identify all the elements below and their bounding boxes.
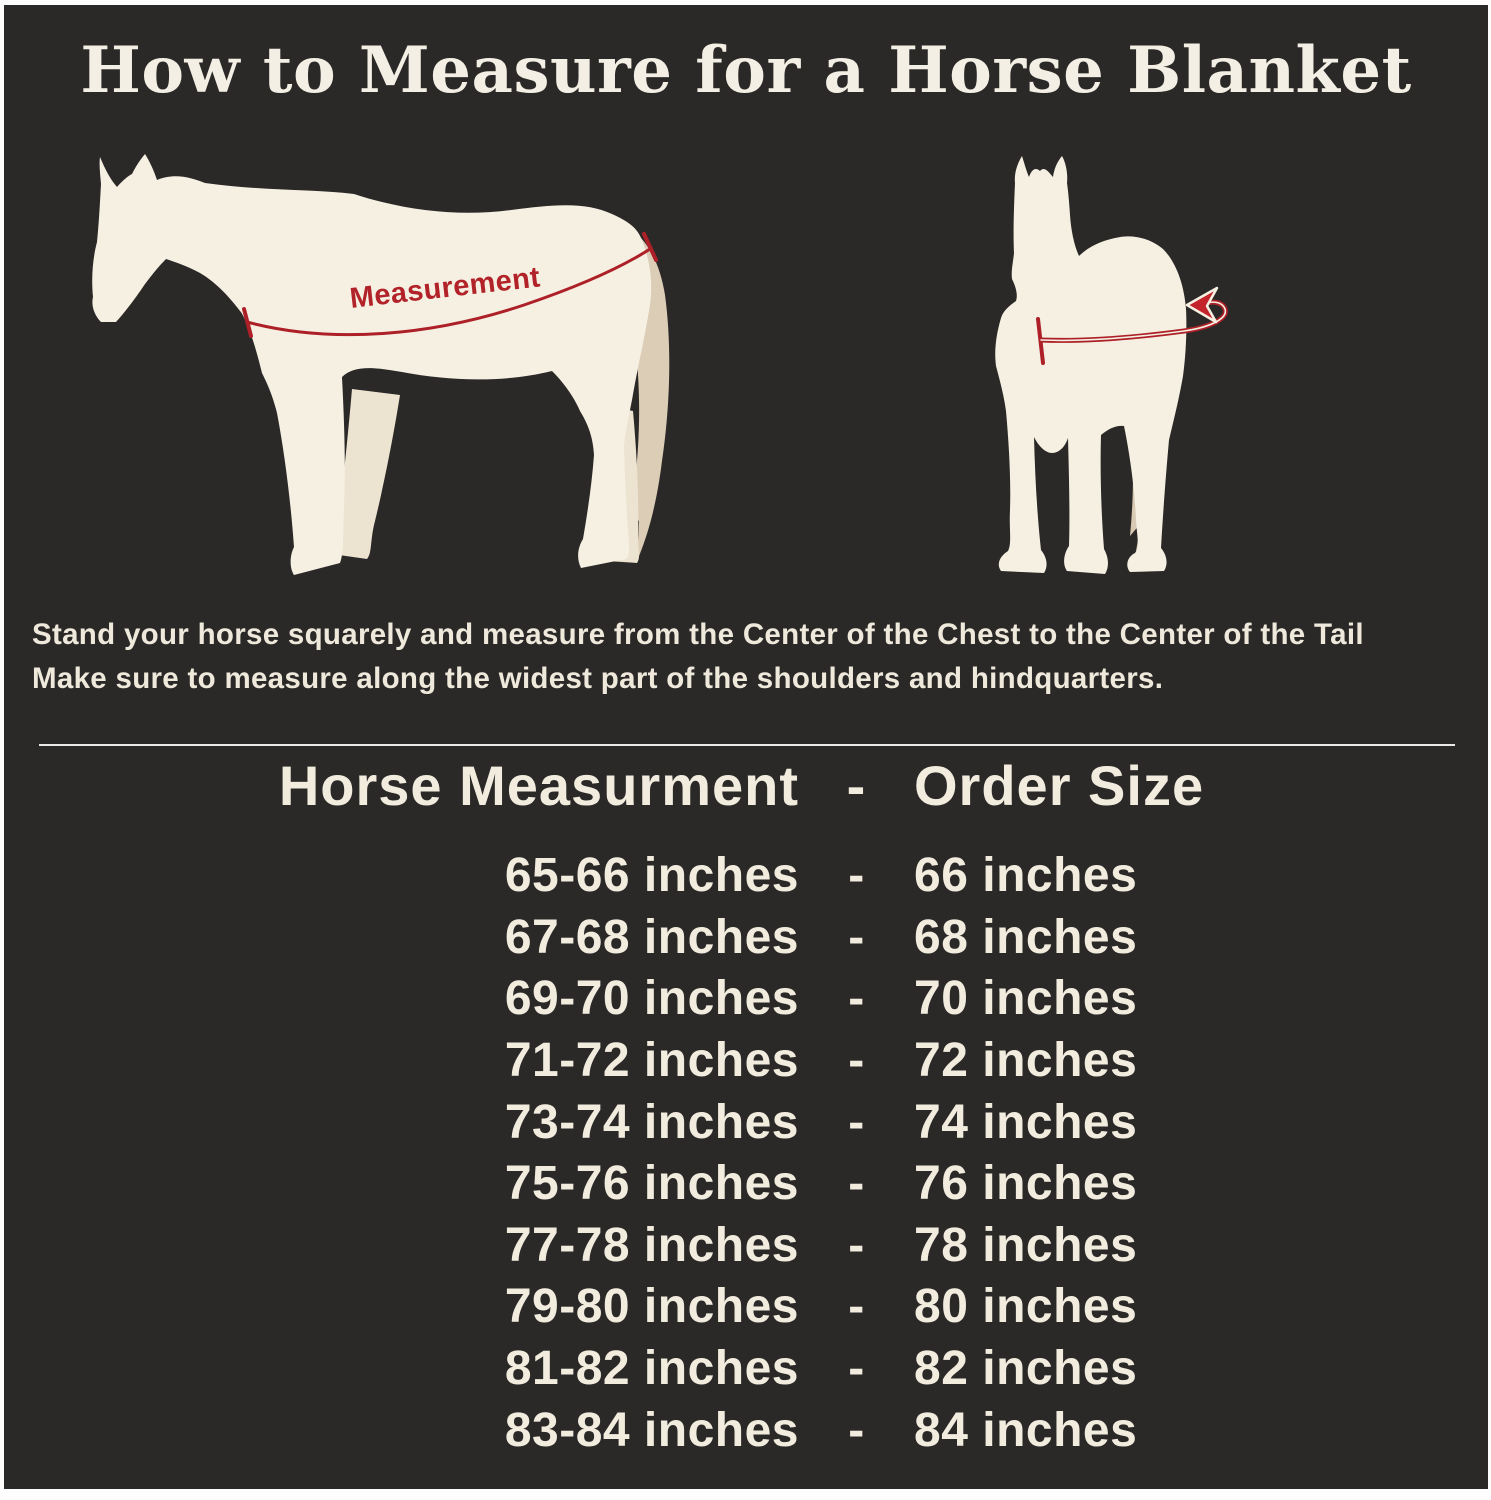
separator-cell: - bbox=[848, 1034, 865, 1088]
table-row: 81-82 inches - 82 inches bbox=[144, 1338, 1359, 1400]
instructions-line-1: Stand your horse squarely and measure fr… bbox=[32, 618, 1364, 651]
wrap-arrow-head bbox=[1185, 286, 1219, 324]
horse-measurement-cell: 69-70 inches bbox=[504, 972, 799, 1026]
horse-measurement-cell: 73-74 inches bbox=[504, 1095, 799, 1149]
order-size-cell: 84 inches bbox=[914, 1403, 1138, 1457]
order-size-cell: 66 inches bbox=[914, 849, 1138, 903]
side-horse-silhouette bbox=[92, 154, 652, 575]
divider-line bbox=[39, 744, 1455, 746]
header-separator: - bbox=[846, 754, 867, 817]
horse-measurement-header: Horse Measurment bbox=[278, 754, 799, 817]
separator-cell: - bbox=[848, 1342, 865, 1396]
horse-measurement-diagram bbox=[92, 154, 1228, 575]
separator-cell: - bbox=[848, 1403, 865, 1457]
table-row: 79-80 inches - 80 inches bbox=[144, 1276, 1359, 1338]
table-row: 75-76 inches - 76 inches bbox=[144, 1153, 1359, 1215]
separator-cell: - bbox=[848, 1157, 865, 1211]
horse-measurement-cell: 67-68 inches bbox=[504, 910, 799, 964]
order-size-header: Order Size bbox=[914, 754, 1205, 817]
size-table-header: Horse Measurment - Order Size bbox=[144, 753, 1359, 818]
separator-cell: - bbox=[848, 849, 865, 903]
size-table: 65-66 inches - 66 inches 67-68 inches - … bbox=[144, 845, 1359, 1461]
table-row: 65-66 inches - 66 inches bbox=[144, 845, 1359, 907]
separator-cell: - bbox=[848, 1095, 865, 1149]
table-row: 67-68 inches - 68 inches bbox=[144, 907, 1359, 969]
separator-cell: - bbox=[848, 910, 865, 964]
side-horse-tail bbox=[611, 217, 670, 561]
order-size-cell: 74 inches bbox=[914, 1095, 1138, 1149]
wrap-measurement-line-highlight bbox=[1040, 301, 1227, 342]
order-size-cell: 82 inches bbox=[914, 1342, 1138, 1396]
front-horse-silhouette bbox=[995, 156, 1187, 574]
horse-measurement-cell: 65-66 inches bbox=[504, 849, 799, 903]
order-size-cell: 76 inches bbox=[914, 1157, 1138, 1211]
separator-cell: - bbox=[848, 972, 865, 1026]
order-size-cell: 80 inches bbox=[914, 1280, 1138, 1334]
horse-measurement-cell: 77-78 inches bbox=[504, 1218, 799, 1272]
horse-measurement-cell: 71-72 inches bbox=[504, 1034, 799, 1088]
girth-measurement-line bbox=[246, 247, 651, 337]
separator-cell: - bbox=[848, 1218, 865, 1272]
order-size-cell: 72 inches bbox=[914, 1034, 1138, 1088]
measuring-instructions: Stand your horse squarely and measure fr… bbox=[32, 613, 1364, 701]
horse-measurement-cell: 81-82 inches bbox=[504, 1342, 799, 1396]
horse-measurement-cell: 79-80 inches bbox=[504, 1280, 799, 1334]
table-row: 83-84 inches - 84 inches bbox=[144, 1399, 1359, 1461]
horse-measurement-cell: 75-76 inches bbox=[504, 1157, 799, 1211]
infographic-background: How to Measure for a Horse Blanket Measu… bbox=[4, 5, 1488, 1489]
horse-measurement-cell: 83-84 inches bbox=[504, 1403, 799, 1457]
table-row: 69-70 inches - 70 inches bbox=[144, 968, 1359, 1030]
table-row: 77-78 inches - 78 inches bbox=[144, 1215, 1359, 1277]
order-size-cell: 70 inches bbox=[914, 972, 1138, 1026]
side-horse-far-front-leg bbox=[331, 389, 400, 559]
measurement-tick-tail bbox=[642, 232, 658, 262]
table-row: 73-74 inches - 74 inches bbox=[144, 1091, 1359, 1153]
table-row: 71-72 inches - 72 inches bbox=[144, 1030, 1359, 1092]
instructions-line-2: Make sure to measure along the widest pa… bbox=[32, 662, 1164, 695]
order-size-cell: 78 inches bbox=[914, 1218, 1138, 1272]
order-size-cell: 68 inches bbox=[914, 910, 1138, 964]
separator-cell: - bbox=[848, 1280, 865, 1334]
page-title: How to Measure for a Horse Blanket bbox=[80, 33, 1412, 108]
